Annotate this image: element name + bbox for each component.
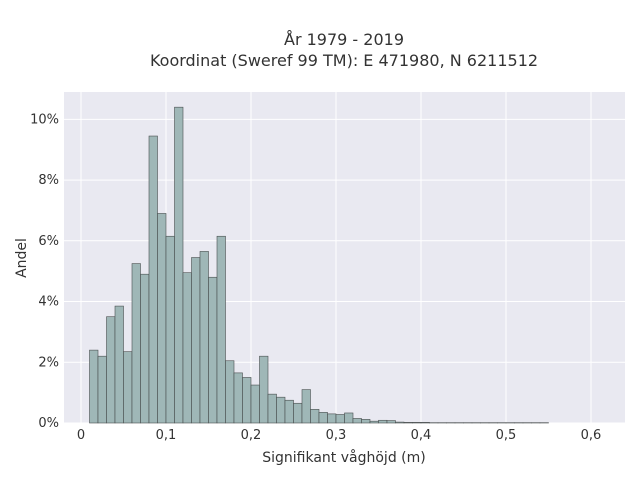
histogram-bar bbox=[276, 396, 286, 424]
y-tick-label: 8% bbox=[38, 173, 59, 188]
x-axis-ticks: 0 0,1 0,2 0,3 0,4 0,5 0,6 bbox=[77, 428, 601, 443]
chart-title-line2: Koordinat (Sweref 99 TM): E 471980, N 62… bbox=[150, 51, 538, 70]
histogram-bar bbox=[318, 412, 328, 424]
histogram-bar bbox=[216, 235, 226, 424]
histogram-bar bbox=[301, 389, 311, 424]
y-tick-label: 4% bbox=[38, 295, 59, 310]
x-tick-label: 0 bbox=[77, 428, 85, 443]
histogram-bar bbox=[199, 251, 209, 424]
histogram-bar bbox=[267, 393, 277, 424]
x-tick-label: 0,6 bbox=[581, 428, 602, 443]
histogram-bar bbox=[386, 420, 396, 424]
histogram-bar bbox=[327, 413, 337, 424]
histogram-bar bbox=[242, 377, 252, 424]
histogram-bar bbox=[284, 399, 294, 424]
y-axis-label: Andel bbox=[14, 238, 30, 278]
histogram-bar bbox=[208, 276, 218, 424]
histogram-bar bbox=[259, 355, 269, 424]
histogram-bar bbox=[352, 418, 362, 424]
histogram-bar bbox=[165, 235, 175, 424]
histogram-bar bbox=[369, 420, 379, 424]
histogram-bar bbox=[344, 412, 354, 424]
y-tick-label: 2% bbox=[38, 355, 59, 370]
histogram-bar bbox=[182, 272, 192, 424]
histogram-bar bbox=[412, 422, 422, 424]
histogram-bar bbox=[97, 355, 107, 424]
histogram-bar bbox=[250, 384, 260, 424]
histogram-bar bbox=[123, 351, 133, 424]
histogram-bar bbox=[148, 135, 158, 424]
x-tick-label: 0,2 bbox=[241, 428, 262, 443]
histogram-bar bbox=[361, 419, 371, 424]
chart-title-line1: År 1979 - 2019 bbox=[284, 30, 404, 49]
histogram-bar bbox=[310, 409, 320, 424]
histogram-bar bbox=[420, 422, 430, 424]
histogram-bar bbox=[395, 421, 405, 424]
y-axis-ticks: 0% 2% 4% 6% 8% 10% bbox=[30, 112, 59, 431]
histogram-bars bbox=[89, 106, 549, 424]
histogram-bar bbox=[174, 106, 184, 424]
histogram-bar bbox=[293, 402, 303, 424]
histogram-bar bbox=[233, 372, 243, 424]
y-tick-label: 10% bbox=[30, 112, 59, 127]
histogram-bar bbox=[403, 422, 413, 424]
histogram-bar bbox=[140, 273, 150, 424]
x-tick-label: 0,1 bbox=[156, 428, 177, 443]
histogram-bar bbox=[378, 419, 388, 424]
histogram-bar bbox=[131, 263, 141, 424]
y-tick-label: 6% bbox=[38, 234, 59, 249]
y-tick-label: 0% bbox=[38, 416, 59, 431]
x-tick-label: 0,4 bbox=[411, 428, 432, 443]
histogram-bar bbox=[225, 360, 235, 424]
histogram-bar bbox=[89, 349, 99, 424]
histogram-bar bbox=[114, 305, 124, 424]
histogram-bar bbox=[106, 316, 116, 424]
x-tick-label: 0,5 bbox=[496, 428, 517, 443]
histogram-bar bbox=[157, 213, 167, 424]
x-axis-label: Signifikant våghöjd (m) bbox=[262, 449, 425, 466]
x-tick-label: 0,3 bbox=[326, 428, 347, 443]
histogram-bar bbox=[191, 257, 201, 424]
histogram-bar bbox=[335, 414, 345, 424]
